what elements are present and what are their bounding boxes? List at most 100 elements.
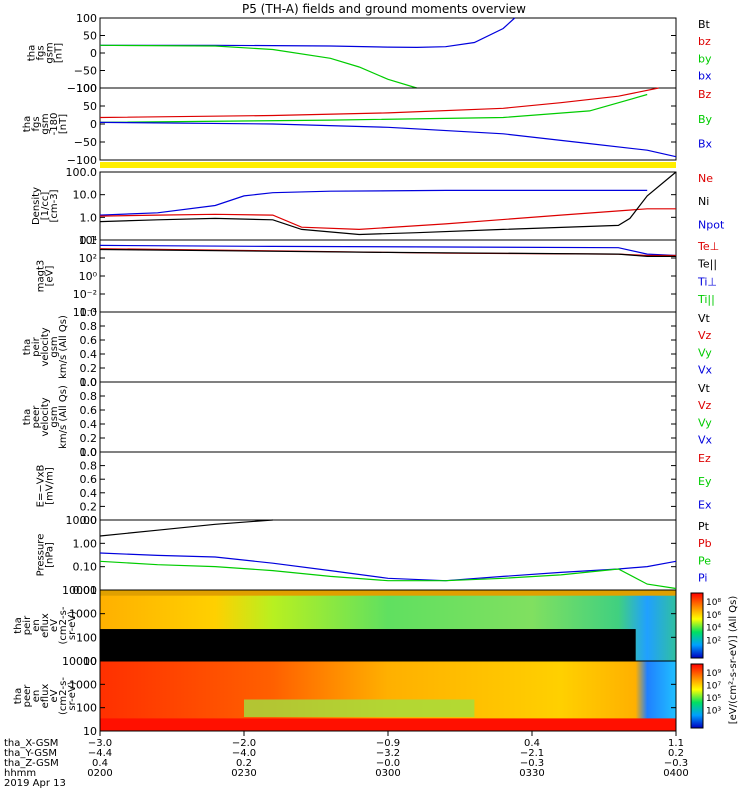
panel-peer-velocity: 1.00.80.60.40.20.0thapeervelocitygsmkm/s… [22, 376, 713, 459]
y-tick-label: 1000 [69, 678, 97, 691]
y-axis-label-line: eV [49, 619, 60, 632]
heatmap-low-energy-void [100, 629, 636, 661]
panel-frame [99, 87, 677, 161]
y-axis-label-line: fgs [36, 45, 47, 60]
y-tick-label: 1000 [69, 608, 97, 621]
y-axis-label-line: tha [13, 688, 24, 704]
legend-Vy: Vy [698, 416, 712, 429]
panel-temperature: 10⁴ 10² 10⁰ 10⁻² 10⁻⁴ magt3[eV] Te⊥ Te|| Ti⊥ Ti|| [36, 234, 720, 319]
y-tick-label: 10² [79, 252, 97, 265]
series-By-line [99, 93, 648, 123]
legend-Vx: Vx [698, 433, 713, 446]
series-Ne-line [99, 208, 676, 231]
x-tick-label: −3.2 [376, 748, 400, 759]
x-tick-label: −0.9 [376, 738, 400, 749]
colorbar-tick-label: 10⁴ [706, 624, 721, 634]
legend-Ti||: Ti|| [697, 293, 715, 306]
y-axis-label-line: Pressure [36, 534, 47, 577]
legend-Ez: Ez [698, 452, 711, 465]
series-Bz-line [99, 87, 659, 119]
y-tick-label: 0.01 [73, 584, 98, 597]
y-tick-label: 10.0 [73, 189, 98, 202]
y-tick-label: 1.0 [80, 376, 98, 389]
legend-Vt: Vt [698, 382, 711, 395]
y-tick-label: 1.00 [73, 537, 98, 550]
y-tick-label: 0 [90, 118, 97, 131]
colorbar-tick-label: 10⁵ [706, 694, 721, 704]
x-tick-label: 1.1 [668, 738, 684, 749]
y-tick-label: 0.10 [73, 561, 98, 574]
y-tick-label: 10000 [62, 655, 97, 668]
y-axis-label-line: gsm [45, 42, 56, 63]
colorbar-tick-label: 10⁸ [706, 598, 721, 608]
y-tick-label: 0.2 [80, 362, 98, 375]
x-tick-label: 0400 [663, 768, 688, 779]
legend-Pe: Pe [698, 554, 711, 567]
x-tick-label: 0300 [375, 768, 400, 779]
y-axis-label-line: (cm2-s- [58, 606, 69, 644]
x-row-label: 2019 Apr 13 [4, 778, 66, 789]
x-tick-label: −4.4 [88, 748, 112, 759]
colorbar-tick-label: 10⁶ [706, 611, 721, 621]
y-tick-label: 10⁻² [73, 288, 97, 301]
y-axis-label: E=−VxB[mV/m] [36, 465, 56, 508]
y-tick-label: 0.0 [80, 514, 98, 527]
heatmap-high-energy-band [100, 590, 676, 596]
y-tick-label: −100 [67, 154, 97, 167]
legend-bx: bx [698, 69, 712, 82]
y-tick-label: 1.0 [80, 446, 98, 459]
legend-Vz: Vz [698, 399, 712, 412]
y-tick-label: 10.00 [66, 514, 98, 527]
y-axis-label-line: velocity [40, 327, 51, 366]
panel-frame [99, 311, 677, 383]
y-axis-label-line: km/s (All Qs) [58, 315, 69, 379]
y-axis-label-line: sr-eV) [67, 611, 78, 640]
y-axis-label-line: E=−VxB [36, 465, 47, 508]
y-axis-label-line: fgs [31, 116, 42, 131]
y-tick-label: 0.8 [80, 320, 98, 333]
series-Pi-line [99, 552, 677, 582]
x-tick-label: −0.0 [376, 758, 400, 769]
y-tick-label: 10⁻⁴ [73, 306, 98, 319]
legend-Ne: Ne [698, 172, 713, 185]
y-axis-label-line: tha [22, 339, 33, 355]
x-tick-label: −2.0 [232, 738, 256, 749]
y-axis-label-line: [nT] [58, 114, 69, 134]
plot-title: P5 (TH-A) fields and ground moments over… [242, 2, 526, 16]
y-tick-label: 0.6 [80, 473, 98, 486]
y-axis-label-line: tha [13, 617, 24, 633]
legend-Ni: Ni [698, 195, 709, 208]
colorbar-tick-label: 10⁷ [706, 682, 721, 692]
y-tick-label: 0.8 [80, 460, 98, 473]
y-axis-label-line: tha [27, 45, 38, 61]
panel-pressure: 10.00 1.00 0.10 0.01 Pressure[nPa] Pt Pb Pe Pi [36, 514, 712, 597]
panel-frame [99, 451, 677, 521]
y-tick-label: 100 [76, 702, 97, 715]
y-tick-label: 50 [83, 30, 97, 43]
panel-frame [99, 381, 677, 453]
y-tick-label: 1.0 [80, 306, 98, 319]
y-tick-label: 0.2 [80, 432, 98, 445]
x-row-label: hhmm [4, 768, 36, 779]
heatmap-mid-band [244, 699, 475, 717]
x-tick-label: 0230 [231, 768, 256, 779]
y-axis-label-line: gsm [40, 113, 51, 134]
y-axis-label-line: gsm [49, 336, 60, 357]
panel-peir-spectrogram: 10000 1000 100 10 thapeirenefluxeV(cm2-s-sr-… [13, 584, 721, 668]
x-tick-label: 0200 [87, 768, 112, 779]
series-Ni-line [99, 171, 677, 236]
y-axis-label-line: sr-eV) [67, 681, 78, 710]
y-tick-label: −100 [67, 82, 97, 95]
y-axis-label-line: en [31, 690, 42, 703]
panel-density: 100.0 10.0 1.0 0.1 Density[1/cc][cm-3] Ne Ni Np… [31, 166, 725, 247]
y-axis-label: magt3[eV] [36, 260, 56, 293]
legend-Pb: Pb [698, 537, 712, 550]
y-tick-label: 0.0 [80, 446, 98, 459]
x-tick-label: −0.3 [664, 758, 688, 769]
y-axis-label-line: eflux [40, 684, 51, 709]
